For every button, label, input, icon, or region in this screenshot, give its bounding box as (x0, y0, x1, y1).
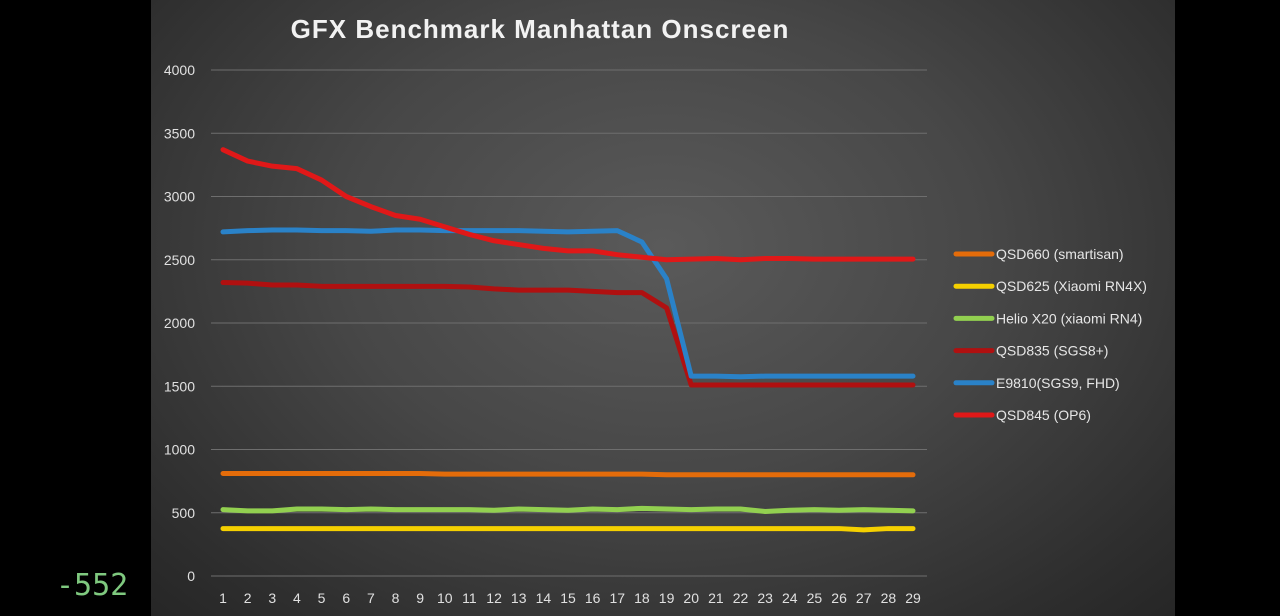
y-axis-ticks: 0 500 1000 1500 2000 2500 3000 3500 4000 (164, 62, 195, 584)
series-line-6 (220, 147, 916, 263)
y-tick-label: 1500 (164, 378, 195, 394)
x-tick-label: 7 (367, 590, 375, 606)
corner-readout: -552 (56, 568, 129, 603)
y-tick-label: 0 (187, 568, 195, 584)
legend-label: E9810(SGS9, FHD) (996, 375, 1120, 391)
x-tick-label: 12 (486, 590, 502, 606)
x-axis-ticks: 1 2 3 4 5 6 7 8 9 10 11 12 13 14 15 16 17 18 19 20 21 22 23 24 2… (219, 590, 921, 606)
x-tick-label: 26 (831, 590, 847, 606)
x-tick-label: 25 (807, 590, 823, 606)
series-line-2 (220, 526, 916, 533)
x-tick-label: 13 (511, 590, 527, 606)
x-tick-label: 3 (268, 590, 276, 606)
legend-label: QSD835 (SGS8+) (996, 343, 1108, 359)
x-tick-label: 28 (881, 590, 897, 606)
legend-label: QSD660 (smartisan) (996, 246, 1124, 262)
series-line-1 (220, 471, 916, 478)
y-tick-label: 500 (172, 505, 196, 521)
series-lines (220, 147, 916, 533)
x-tick-label: 16 (585, 590, 601, 606)
chart-panel: GFX Benchmark Manhattan Onscreen 0 500 100… (151, 0, 1175, 616)
x-tick-label: 10 (437, 590, 453, 606)
legend-label: QSD625 (Xiaomi RN4X) (996, 278, 1147, 294)
x-tick-label: 11 (462, 590, 477, 606)
y-tick-label: 3500 (164, 125, 195, 141)
legend-label: Helio X20 (xiaomi RN4) (996, 310, 1142, 326)
x-tick-label: 20 (683, 590, 699, 606)
x-tick-label: 27 (856, 590, 872, 606)
y-tick-label: 4000 (164, 62, 195, 78)
x-tick-label: 29 (905, 590, 921, 606)
y-tick-label: 1000 (164, 442, 195, 458)
x-tick-label: 24 (782, 590, 798, 606)
x-tick-label: 19 (659, 590, 675, 606)
x-tick-label: 14 (536, 590, 552, 606)
x-tick-label: 6 (342, 590, 350, 606)
chart-title: GFX Benchmark Manhattan Onscreen (291, 14, 790, 44)
series-line-3 (220, 505, 916, 514)
series-line-4 (220, 280, 916, 388)
x-tick-label: 8 (392, 590, 400, 606)
legend: QSD660 (smartisan) QSD625 (Xiaomi RN4X) He… (953, 246, 1147, 423)
x-tick-label: 18 (634, 590, 650, 606)
x-tick-label: 4 (293, 590, 301, 606)
x-tick-label: 23 (757, 590, 773, 606)
series-line-5 (220, 227, 916, 380)
x-tick-label: 17 (609, 590, 625, 606)
legend-label: QSD845 (OP6) (996, 407, 1091, 423)
x-tick-label: 15 (560, 590, 576, 606)
gridlines (211, 69, 927, 577)
line-chart: GFX Benchmark Manhattan Onscreen 0500100… (164, 14, 1147, 606)
x-tick-label: 9 (416, 590, 424, 606)
x-tick-label: 2 (244, 590, 252, 606)
y-tick-label: 2000 (164, 315, 195, 331)
x-tick-label: 1 (219, 590, 227, 606)
y-tick-label: 2500 (164, 252, 195, 268)
y-tick-label: 3000 (164, 189, 195, 205)
x-tick-label: 22 (733, 590, 749, 606)
x-tick-label: 21 (708, 590, 724, 606)
x-tick-label: 5 (318, 590, 326, 606)
